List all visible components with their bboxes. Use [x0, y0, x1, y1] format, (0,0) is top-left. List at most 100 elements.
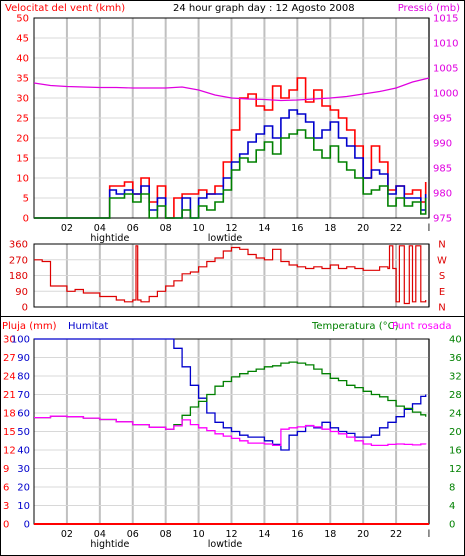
series-gust-line	[34, 77, 427, 219]
wind-y-tick-label: 20	[16, 134, 29, 145]
temperature-y-tick-label: 0	[449, 520, 455, 531]
direction-panel-grid	[33, 243, 430, 308]
series-direction-line	[34, 245, 427, 305]
direction-panel-frame	[33, 243, 430, 308]
temperature-y-tick-label: 20	[449, 427, 462, 438]
wind-panel-x-tick-label: 08	[160, 223, 172, 234]
humidity-axis-title: Humitat	[68, 321, 108, 332]
wind-y-tick-label: 10	[16, 174, 29, 185]
temp-panel-tide-label: hightide	[90, 539, 129, 550]
temperature-y-tick-label: 24	[449, 409, 462, 420]
wind-speed-axis-title: Velocitat del vent (kmh)	[5, 3, 125, 14]
humidity-y-tick-label: 10	[17, 501, 30, 512]
temperature-y-tick-label: 8	[449, 483, 455, 494]
rain-y-tick-label: 3	[3, 501, 9, 512]
pressure-y-tick-label: 990	[433, 139, 452, 150]
wind-y-tick-label: 15	[16, 154, 29, 165]
wind-panel-x-tick-label: 14	[258, 223, 270, 234]
wind-y-tick-label: 35	[16, 74, 29, 85]
humidity-y-tick-label: 70	[17, 390, 30, 401]
temperature-axis-title: Temperatura (°C)	[311, 321, 399, 332]
wind-panel-x-tick-label: 22	[390, 223, 402, 234]
series-temperatura-line	[34, 361, 427, 430]
wind-panel-frame	[33, 17, 430, 219]
pressure-y-tick-label: 985	[433, 164, 452, 175]
series-humitat-line	[34, 338, 427, 451]
wind-y-tick-label: 50	[16, 14, 29, 25]
temp-panel-x-tick-label: 14	[258, 529, 270, 540]
wind-panel-x-tick-label: 06	[127, 223, 139, 234]
temperature-y-tick-label: 16	[449, 446, 462, 457]
rain-y-tick-label: 12	[3, 446, 16, 457]
humidity-y-tick-label: 80	[17, 372, 30, 383]
pressure-axis-title: Pressió (mb)	[398, 2, 460, 14]
rain-y-tick-label: 9	[3, 464, 9, 475]
pressure-y-tick-label: 1000	[433, 89, 458, 100]
humidity-y-tick-label: 0	[24, 520, 30, 531]
direction-compass-label: E	[439, 287, 445, 298]
wind-y-tick-label: 40	[16, 54, 29, 65]
humidity-y-tick-label: 90	[17, 353, 30, 364]
temperature-y-tick-label: 4	[449, 501, 455, 512]
wind-y-tick-label: 45	[16, 34, 29, 45]
temperature-y-tick-label: 28	[449, 390, 462, 401]
temp-panel-x-tick-label: 16	[291, 529, 303, 540]
direction-y-tick-label: 180	[9, 271, 28, 282]
temp-panel-x-tick-label: 20	[357, 529, 369, 540]
rain-y-tick-label: 21	[3, 390, 16, 401]
rain-y-tick-label: 30	[3, 335, 16, 346]
temperature-y-tick-label: 32	[449, 372, 462, 383]
pressure-y-tick-label: 980	[433, 189, 452, 200]
rain-y-tick-label: 0	[3, 520, 9, 531]
wind-y-tick-label: 25	[16, 114, 29, 125]
pressure-y-tick-label: 995	[433, 114, 452, 125]
humidity-y-tick-label: 20	[17, 483, 30, 494]
rain-y-tick-label: 18	[3, 409, 16, 420]
wind-panel-tide-label: hightide	[90, 233, 129, 244]
temperature-y-tick-label: 12	[449, 464, 462, 475]
direction-y-tick-label: 270	[9, 255, 28, 266]
wind-panel-tide-label: lowtide	[208, 233, 243, 244]
rain-y-tick-label: 15	[3, 427, 16, 438]
wind-panel-x-tick-label: 02	[61, 223, 73, 234]
wind-y-tick-label: 30	[16, 94, 29, 105]
humidity-y-tick-label: 40	[17, 446, 30, 457]
direction-y-tick-label: 0	[22, 303, 28, 314]
temp-panel-x-tick-label: 22	[390, 529, 402, 540]
temperature-y-tick-label: 40	[449, 335, 462, 346]
pressure-y-tick-label: 975	[433, 214, 452, 225]
direction-compass-label: N	[438, 303, 445, 314]
wind-panel-x-tick-label: 16	[291, 223, 303, 234]
wind-y-tick-label: 0	[23, 214, 29, 225]
series-pressure-line	[33, 77, 430, 102]
wind-panel-x-tick-label: 12	[225, 223, 237, 234]
rain-y-tick-label: 24	[3, 372, 16, 383]
temp-panel-x-tick-label: 06	[127, 529, 139, 540]
wind-panel-x-tick-label: l	[428, 223, 431, 234]
pressure-y-tick-label: 1010	[433, 39, 458, 50]
pressure-y-tick-label: 1015	[433, 14, 458, 25]
temperature-y-tick-label: 36	[449, 353, 462, 364]
wind-panel-x-tick-label: 18	[324, 223, 336, 234]
temp-panel-x-tick-label: 10	[193, 529, 205, 540]
temp-panel-x-tick-label: 18	[324, 529, 336, 540]
direction-compass-label: S	[439, 271, 445, 282]
temp-panel-x-tick-label: 04	[94, 529, 106, 540]
humidity-y-tick-label: 50	[17, 427, 30, 438]
temp-panel-tide-label: lowtide	[208, 539, 243, 550]
chart-title: 24 hour graph day : 12 Agosto 2008	[173, 3, 355, 14]
wind-y-tick-label: 5	[23, 194, 29, 205]
temp-panel-x-tick-label: l	[428, 529, 431, 540]
direction-y-tick-label: 360	[9, 240, 28, 251]
dewpoint-axis-title: Punt rosada	[392, 321, 451, 332]
humidity-y-tick-label: 30	[17, 464, 30, 475]
humidity-y-tick-label: 100	[11, 335, 30, 346]
wind-panel-x-tick-label: 20	[357, 223, 369, 234]
series-punt-rosada-line	[34, 415, 427, 447]
temp-panel-x-tick-label: 08	[160, 529, 172, 540]
series-average-line	[34, 109, 427, 219]
series-other-line	[34, 129, 427, 219]
rain-y-tick-label: 27	[3, 353, 16, 364]
